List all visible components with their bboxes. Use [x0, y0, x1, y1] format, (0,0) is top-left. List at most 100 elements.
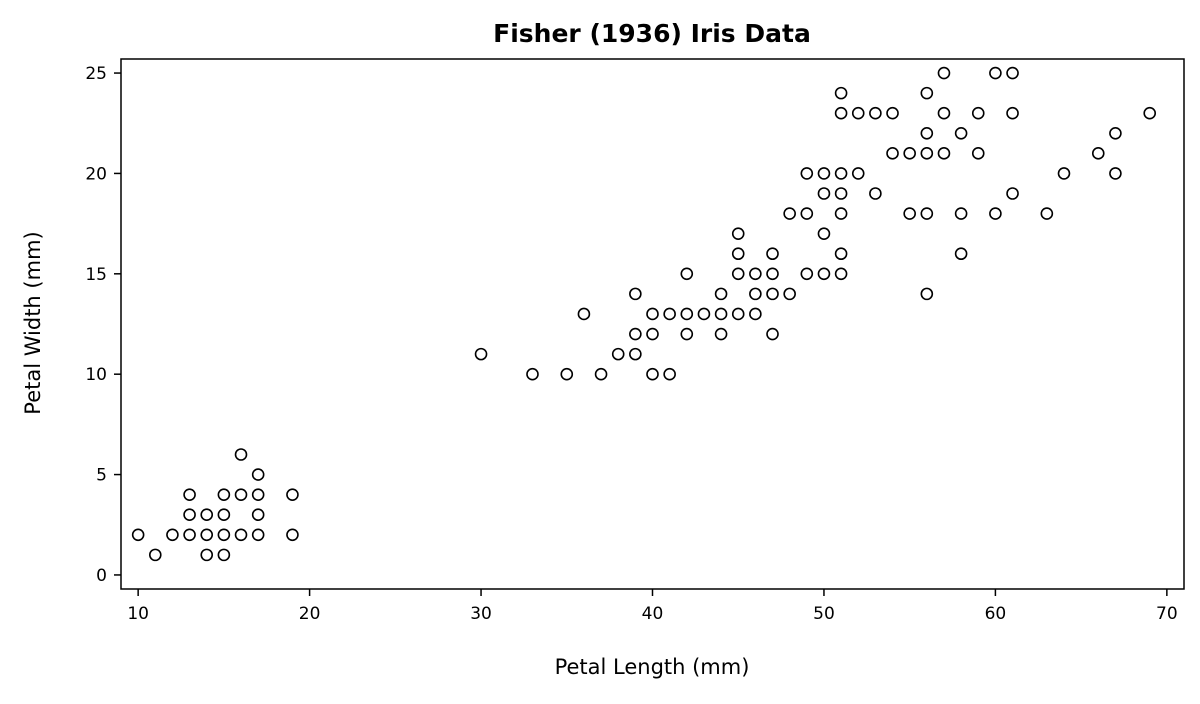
scatter-point: [817, 187, 831, 200]
scatter-point: [731, 247, 745, 261]
y-tick-label: 20: [85, 164, 107, 184]
scatter-point: [166, 528, 179, 542]
scatter-point: [731, 307, 745, 321]
scatter-point: [217, 488, 231, 501]
x-tick-label: 20: [299, 604, 321, 624]
scatter-point: [869, 187, 882, 200]
scatter-point: [869, 106, 882, 120]
scatter-point: [851, 106, 865, 120]
x-tick-label: 50: [813, 604, 835, 624]
scatter-point: [834, 267, 848, 281]
scatter-point: [594, 367, 608, 381]
scatter-point: [217, 508, 231, 522]
scatter-point: [920, 86, 934, 100]
scatter-point: [817, 167, 831, 180]
scatter-point: [817, 267, 831, 281]
scatter-point: [234, 528, 248, 542]
scatter-point: [663, 367, 676, 381]
scatter-point: [680, 307, 694, 321]
scatter-point: [663, 307, 676, 321]
scatter-point: [200, 548, 214, 562]
scatter-point: [783, 287, 796, 301]
scatter-point: [577, 307, 591, 321]
scatter-point: [251, 468, 265, 481]
scatter-point: [817, 227, 831, 240]
x-tick-label: 10: [127, 604, 149, 624]
plot-frame: [120, 58, 1185, 590]
y-tick-label: 25: [85, 64, 107, 84]
scatter-point: [183, 508, 196, 522]
scatter-point: [920, 207, 934, 220]
scatter-point: [629, 327, 642, 341]
scatter-point: [1109, 126, 1122, 140]
scatter-point: [714, 327, 728, 341]
scatter-point: [234, 488, 248, 501]
scatter-point: [800, 207, 814, 220]
x-tick-label: 70: [1156, 604, 1178, 624]
scatter-point: [200, 528, 214, 542]
x-tick-label: 30: [470, 604, 492, 624]
y-tick-label: 5: [96, 466, 107, 486]
scatter-point: [834, 187, 848, 200]
scatter-point: [234, 448, 248, 461]
scatter-point: [731, 227, 745, 240]
y-tick-label: 10: [85, 365, 107, 385]
scatter-point: [800, 267, 814, 281]
scatter-point: [1109, 167, 1122, 180]
x-axis-label: Petal Length (mm): [555, 655, 750, 679]
scatter-point: [766, 247, 779, 261]
scatter-point: [903, 147, 916, 160]
scatter-point: [886, 106, 899, 120]
scatter-point: [560, 367, 574, 381]
scatter-point: [989, 66, 1002, 80]
scatter-point: [680, 327, 694, 341]
scatter-point: [1006, 66, 1019, 80]
scatter-point: [646, 327, 659, 341]
scatter-point: [834, 86, 848, 100]
scatter-point: [766, 267, 779, 281]
scatter-point: [217, 528, 231, 542]
scatter-point: [200, 508, 214, 522]
scatter-point: [749, 267, 762, 281]
scatter-point: [251, 528, 265, 542]
scatter-point: [937, 66, 951, 80]
y-axis: 0 5 10 15 20 25: [85, 64, 121, 586]
scatter-point: [971, 106, 985, 120]
scatter-point: [629, 287, 642, 301]
chart-title: Fisher (1936) Iris Data: [493, 19, 811, 48]
scatter-point: [646, 307, 659, 321]
scatter-point: [783, 207, 796, 220]
scatter-point: [800, 167, 814, 180]
scatter-point: [920, 126, 934, 140]
scatter-point: [766, 287, 779, 301]
scatter-point: [834, 207, 848, 220]
scatter-point: [251, 488, 265, 501]
scatter-point: [834, 167, 848, 180]
x-axis: 10 20 30 40 50 60 70: [127, 589, 1178, 624]
scatter-point: [834, 106, 848, 120]
scatter-point: [646, 367, 659, 381]
x-tick-label: 40: [642, 604, 664, 624]
scatter-point: [251, 508, 265, 522]
y-tick-label: 15: [85, 265, 107, 285]
scatter-point: [286, 528, 299, 542]
scatter-point: [131, 528, 145, 542]
scatter-point: [749, 287, 762, 301]
y-axis-label: Petal Width (mm): [21, 231, 45, 414]
scatter-point: [749, 307, 762, 321]
scatter-point: [286, 488, 299, 501]
scatter-point: [1006, 187, 1019, 200]
scatter-point: [937, 147, 951, 160]
scatter-point: [714, 287, 728, 301]
scatter-point: [611, 347, 625, 361]
scatter-point: [183, 528, 196, 542]
scatter-point: [697, 307, 711, 321]
scatter-point: [731, 267, 745, 281]
scatter-point: [1006, 106, 1019, 120]
scatter-point: [1040, 207, 1054, 220]
scatter-point: [920, 287, 934, 301]
scatter-point: [954, 207, 968, 220]
scatter-point: [1057, 167, 1071, 180]
